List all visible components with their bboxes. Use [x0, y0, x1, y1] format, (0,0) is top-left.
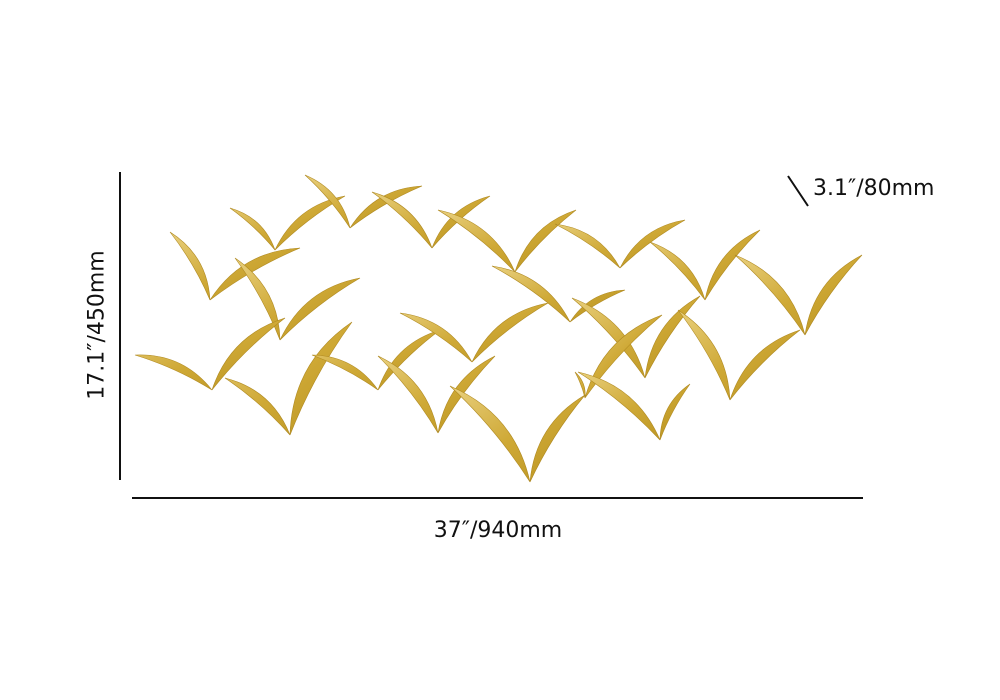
depth-label: 3.1″/80mm	[813, 176, 935, 201]
seagull-shape	[649, 229, 761, 301]
seagull-shape	[304, 174, 423, 229]
seagull-shape	[574, 314, 663, 399]
seagull-shape	[169, 231, 301, 301]
seagull-shape	[311, 329, 441, 391]
depth-dimension-line	[787, 175, 809, 207]
seagull-shape	[677, 309, 801, 401]
seagull-shape	[134, 317, 286, 391]
seagull-shape	[229, 195, 346, 251]
seagull-sculpture	[134, 174, 863, 483]
seagull-shape	[449, 385, 586, 483]
seagull-shape	[224, 321, 353, 436]
seagull-shape	[571, 295, 701, 379]
seagull-shape	[377, 355, 496, 434]
seagull-shape	[577, 371, 691, 441]
seagull-shape	[734, 254, 863, 336]
seagull-shape	[554, 219, 686, 269]
width-label: 37″/940mm	[433, 518, 563, 543]
seagull-shape	[234, 257, 361, 341]
seagull-shape	[491, 265, 626, 323]
height-label: 17.1″/450mm	[84, 250, 110, 400]
seagull-shape	[399, 302, 549, 363]
seagull-shape	[371, 191, 491, 249]
seagull-shape	[437, 209, 577, 273]
